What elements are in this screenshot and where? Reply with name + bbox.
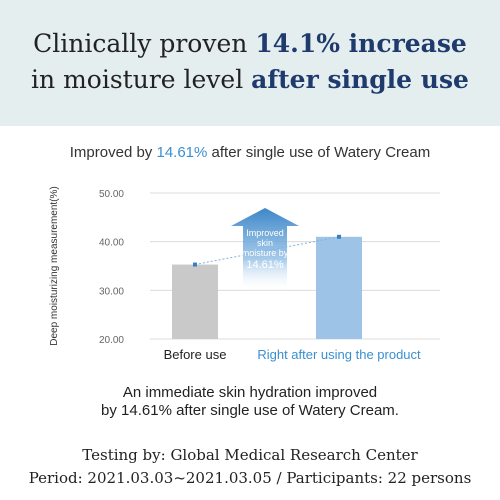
value-marker xyxy=(337,234,341,239)
caption: An immediate skin hydration improved xyxy=(123,384,377,401)
y-axis-label: Deep moisturizing measurement(%) xyxy=(49,186,60,346)
footer: Testing by: Global Medical Research Cent… xyxy=(82,446,418,464)
y-tick-label: 50.00 xyxy=(99,189,124,200)
header-highlight: 14.1% increase xyxy=(255,29,467,58)
x-tick-label: Before use xyxy=(164,347,227,362)
annotation-arrow xyxy=(231,208,299,292)
bar xyxy=(316,236,362,339)
subtitle-text: after single use of Watery Cream xyxy=(207,144,430,161)
annotation-text: Improved xyxy=(246,228,284,238)
annotation-text: moisture by xyxy=(242,248,289,258)
subtitle-highlight: 14.61% xyxy=(156,144,207,161)
annotation-text: 14.61% xyxy=(246,259,284,271)
header-band xyxy=(0,0,500,126)
value-marker xyxy=(193,262,197,267)
header-line: Clinically proven 14.1% increase xyxy=(33,29,467,58)
header-line: in moisture level after single use xyxy=(31,65,469,94)
plot: 20.00 30.00 40.00 50.00 Deep moisturizing me… xyxy=(49,186,440,362)
chart-subtitle: Improved by 14.61% after single use of W… xyxy=(70,144,430,161)
footer: Period: 2021.03.03~2021.03.05 / Particip… xyxy=(29,469,472,487)
header-text: in moisture level xyxy=(31,65,251,94)
annotation-text: skin xyxy=(257,238,273,248)
subtitle-text: Improved by xyxy=(70,144,157,161)
bar xyxy=(172,264,218,339)
header-text: Clinically proven xyxy=(33,29,255,58)
y-tick-label: 40.00 xyxy=(99,238,124,249)
header-highlight: after single use xyxy=(251,65,469,94)
x-tick-label: Right after using the product xyxy=(257,347,421,362)
y-tick-label: 30.00 xyxy=(99,286,124,297)
y-tick-label: 20.00 xyxy=(99,335,124,346)
trend-line xyxy=(194,236,340,266)
caption: by 14.61% after single use of Watery Cre… xyxy=(101,402,399,419)
